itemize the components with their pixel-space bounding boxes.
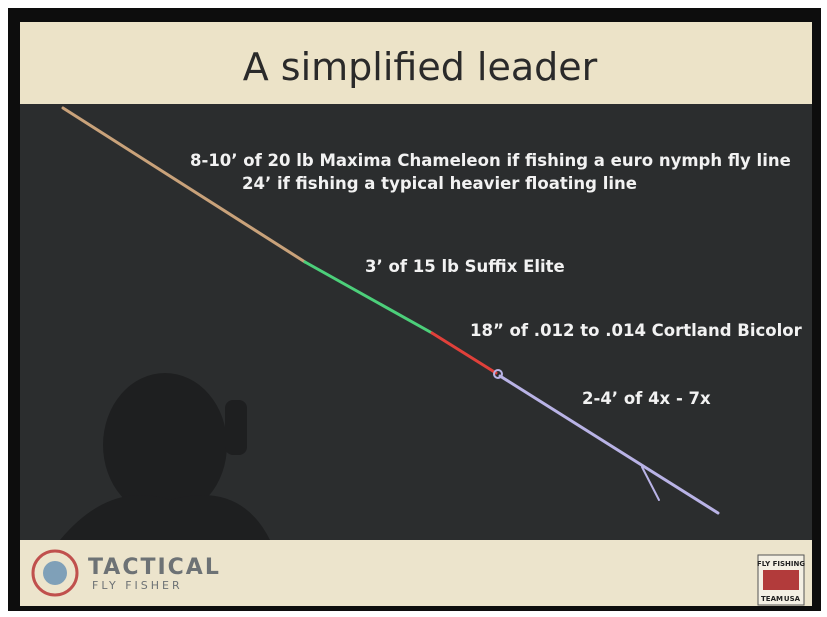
annotation: 18” of .012 to .014 Cortland Bicolor <box>470 321 803 340</box>
annotation: 2-4’ of 4x - 7x <box>582 389 711 408</box>
annotation: 3’ of 15 lb Suffix Elite <box>365 257 565 276</box>
annotation: 8-10’ of 20 lb Maxima Chameleon if fishi… <box>190 151 791 170</box>
slide-photo: A simplified leader 8-10’ of 20 lb Maxim… <box>0 0 827 617</box>
logo-text: TACTICAL <box>88 555 221 580</box>
logo-text: TEAM <box>761 595 783 603</box>
annotation: 24’ if fishing a typical heavier floatin… <box>242 174 637 193</box>
logo-text: FLY FISHING <box>757 560 805 568</box>
title: A simplified leader <box>243 45 598 89</box>
logo-text: USA <box>784 595 801 603</box>
logo-text: FLY FISHER <box>92 579 183 592</box>
logo-right: FLY FISHING TEAM USA <box>757 555 805 605</box>
